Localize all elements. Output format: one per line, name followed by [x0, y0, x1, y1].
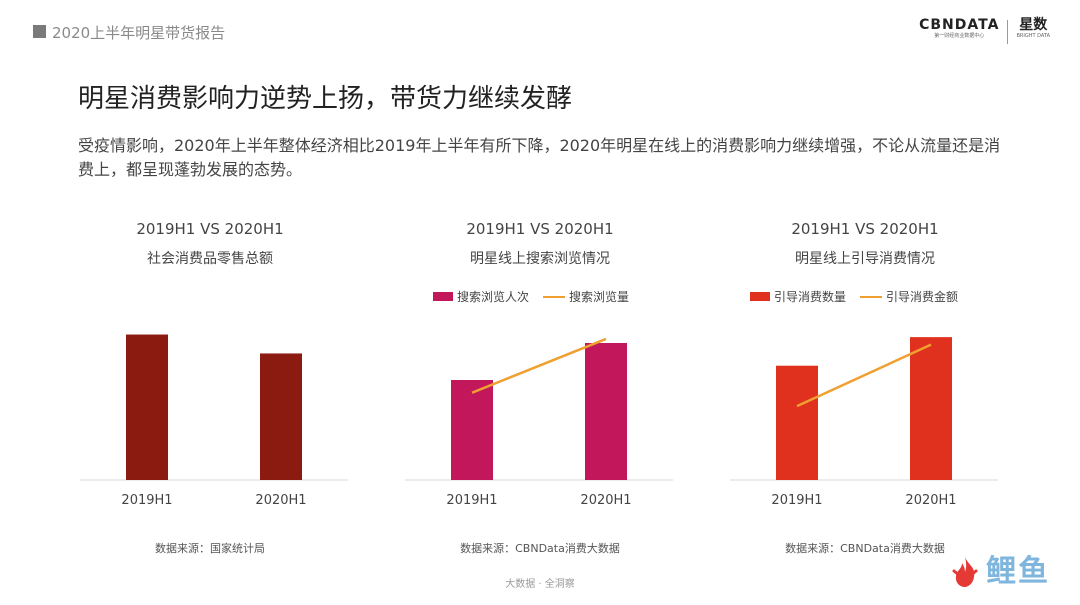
- chart-1-source: 数据来源：国家统计局: [155, 542, 265, 555]
- chart-1-subtitle: 社会消费品零售总额: [147, 251, 273, 267]
- flame-icon: [952, 557, 978, 587]
- cbndata-logo-text: CBNDATA: [919, 17, 1000, 33]
- chart-2-legend: 搜索浏览人次 搜索浏览量: [433, 288, 629, 305]
- chart-3-tick-label-2020H1: 2020H1: [905, 493, 956, 508]
- chart-2-source: 数据来源：CBNData消费大数据: [460, 542, 620, 555]
- report-title-square: [33, 25, 46, 38]
- chart-3-bar-2019H1: [776, 365, 818, 480]
- chart-3-subtitle: 明星线上引导消费情况: [795, 251, 935, 267]
- chart-3-legend-line-swatch: [860, 295, 883, 298]
- chart-2-legend-line-label: 搜索浏览量: [569, 290, 630, 304]
- chart-2-subtitle: 明星线上搜索浏览情况: [470, 251, 610, 267]
- chart-2-legend-bar-swatch: [433, 292, 453, 301]
- chart-2-title: 2019H1 VS 2020H1: [466, 220, 614, 238]
- chart-2-tick-label-2019H1: 2019H1: [446, 493, 497, 508]
- chart-1-bar-2020H1: [260, 353, 302, 480]
- chart-1-tick-label-2019H1: 2019H1: [121, 493, 172, 508]
- chart-3-bar-2020H1: [910, 337, 952, 480]
- chart-2-bar-2019H1: [451, 380, 493, 480]
- chart-1-bar-2019H1: [126, 334, 168, 480]
- chart-3-plot: 2019H1 2020H1: [730, 337, 998, 508]
- chart-3-legend-bar-swatch: [750, 292, 770, 301]
- xingshu-logo: 星数 BRIGHT DATA: [1016, 18, 1050, 40]
- chart-2-legend-bar-label: 搜索浏览人次: [457, 290, 530, 304]
- brand-logo: CBNDATA 第一财经商业数据中心 星数 BRIGHT DATA: [919, 18, 1050, 48]
- xingshu-logo-subtext: BRIGHT DATA: [1016, 33, 1050, 39]
- chart-3-tick-label-2019H1: 2019H1: [771, 493, 822, 508]
- chart-3-title: 2019H1 VS 2020H1: [791, 220, 939, 238]
- chart-2-legend-line-swatch: [543, 295, 566, 298]
- report-title: 2020上半年明星带货报告: [52, 24, 226, 42]
- chart-3-legend-line-label: 引导消费金额: [886, 290, 959, 304]
- chart-2-tick-label-2020H1: 2020H1: [580, 493, 631, 508]
- chart-1-tick-label-2020H1: 2020H1: [255, 493, 306, 508]
- chart-2-bar-2020H1: [585, 343, 627, 480]
- xingshu-logo-text: 星数: [1019, 17, 1048, 33]
- chart-1-title: 2019H1 VS 2020H1: [136, 220, 284, 238]
- chart-1-plot: 2019H1 2020H1: [80, 334, 348, 508]
- page-footer: 大数据 · 全洞察: [505, 579, 575, 590]
- chart-3-legend: 引导消费数量 引导消费金额: [750, 288, 958, 305]
- chart-3-line-series: [796, 343, 932, 408]
- chart-2-plot: 2019H1 2020H1: [405, 337, 673, 508]
- chart-3-source: 数据来源：CBNData消费大数据: [785, 542, 945, 555]
- cbndata-logo: CBNDATA 第一财经商业数据中心: [919, 18, 999, 40]
- page-headline: 明星消费影响力逆势上扬，带货力继续发酵: [78, 84, 573, 114]
- page-description: 受疫情影响，2020年上半年整体经济相比2019年上半年有所下降，2020年明星…: [78, 136, 1001, 179]
- logo-divider: [1007, 20, 1009, 44]
- watermark: 鲤鱼: [950, 555, 1050, 589]
- cbndata-logo-subtext: 第一财经商业数据中心: [934, 33, 985, 39]
- watermark-text: 鲤鱼: [986, 554, 1050, 589]
- chart-3-legend-bar-label: 引导消费数量: [774, 290, 847, 304]
- chart-2-line-series: [471, 337, 607, 394]
